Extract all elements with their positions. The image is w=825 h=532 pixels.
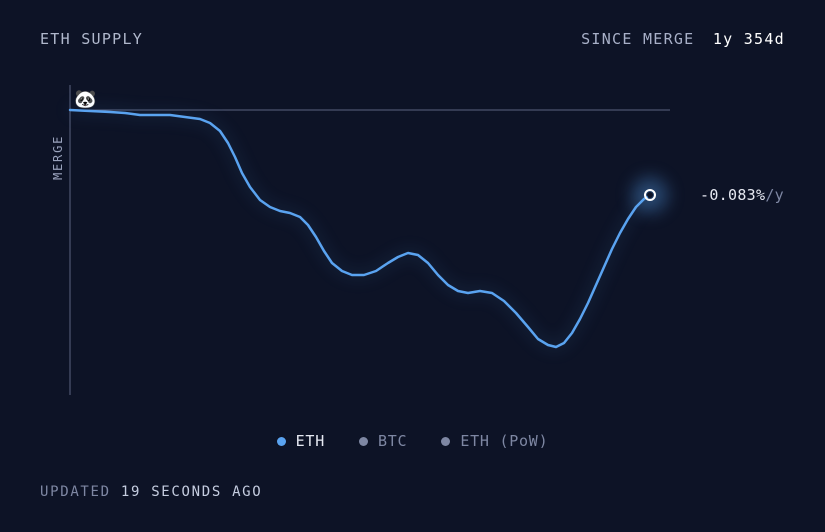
- legend-item-btc[interactable]: BTC: [359, 432, 407, 450]
- updated-timestamp: UPDATED 19 SECONDS AGO: [40, 484, 262, 500]
- updated-value: 19 SECONDS AGO: [121, 484, 263, 500]
- supply-chart: MERGE 🐼: [50, 85, 670, 395]
- legend-item-label: ETH (PoW): [460, 432, 548, 450]
- series-glow: [70, 110, 650, 347]
- merge-label: MERGE: [51, 135, 65, 180]
- chart-title: ETH SUPPLY: [40, 30, 143, 48]
- since-merge-label: SINCE MERGE: [581, 30, 694, 48]
- delta-value: -0.083%: [700, 186, 765, 204]
- legend-dot-icon: [359, 437, 368, 446]
- panda-icon: 🐼: [74, 88, 97, 110]
- since-merge-value: 1y 354d: [713, 30, 785, 48]
- legend-item-label: ETH: [296, 432, 325, 450]
- legend-dot-icon: [441, 437, 450, 446]
- end-point-core: [647, 192, 653, 198]
- chart-svg: MERGE 🐼: [50, 85, 670, 395]
- legend-item-eth-pow-[interactable]: ETH (PoW): [441, 432, 548, 450]
- legend-dot-icon: [277, 437, 286, 446]
- delta-annotation: -0.083%/y: [700, 186, 784, 204]
- legend-item-label: BTC: [378, 432, 407, 450]
- series-line-eth: [70, 110, 650, 347]
- updated-label: UPDATED: [40, 484, 111, 500]
- delta-unit: /y: [765, 186, 784, 204]
- legend: ETH BTC ETH (PoW): [0, 432, 825, 450]
- header: ETH SUPPLY SINCE MERGE 1y 354d: [0, 0, 825, 48]
- legend-item-eth[interactable]: ETH: [277, 432, 325, 450]
- since-merge: SINCE MERGE 1y 354d: [581, 30, 785, 48]
